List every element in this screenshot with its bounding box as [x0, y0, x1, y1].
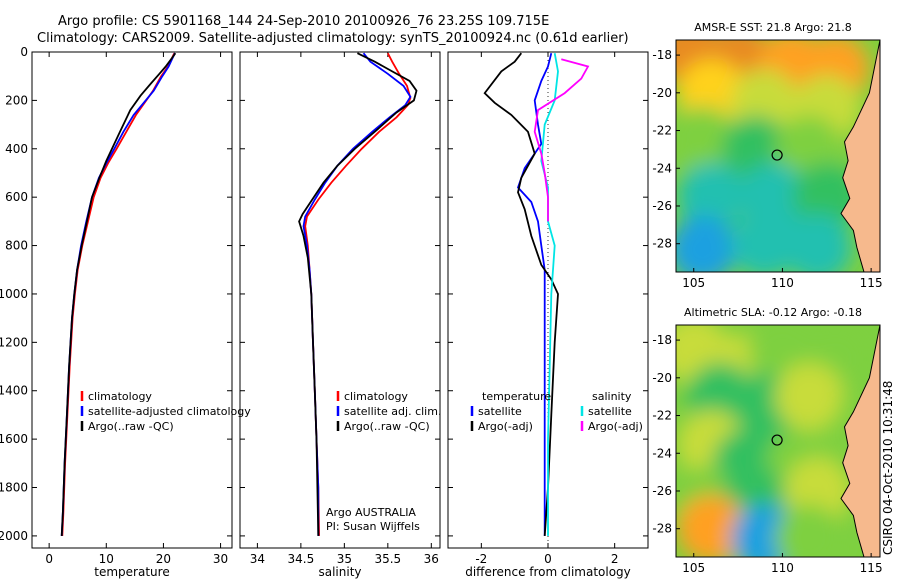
temperature-xtick-label: 30	[213, 552, 228, 566]
sla-map-xtick-label: 115	[860, 561, 883, 575]
difference-series-0	[516, 52, 553, 536]
sla-map-cell	[677, 494, 746, 557]
difference-xtick-label: 0	[544, 552, 552, 566]
sst-map-ytick-label: -20	[652, 86, 672, 100]
temperature-series-1	[60, 52, 176, 536]
salinity-legend-label: satellite adj. clim.	[344, 405, 441, 418]
depth-tick-label: 600	[5, 190, 28, 204]
sst-map-ytick-label: -26	[652, 199, 672, 213]
depth-tick-label: 200	[5, 93, 28, 107]
sla-map-ytick-label: -28	[652, 522, 672, 536]
difference-series-1	[483, 52, 559, 536]
sla-map-cell	[775, 504, 844, 557]
temperature-frame	[31, 51, 233, 549]
temperature-legend-label: climatology	[88, 390, 152, 403]
temperature-legend-label: Argo(..raw -QC)	[88, 420, 174, 433]
argo-float-marker	[771, 434, 783, 446]
sst-map-panel: AMSR-E SST: 21.8 Argo: 21.8 105 110 115 -18 -…	[652, 21, 883, 290]
salinity-xtick-label: 34.5	[288, 552, 315, 566]
sst-map-xtick-label: 110	[771, 276, 794, 290]
pi-annotation-line: Argo AUSTRALIA	[326, 506, 416, 519]
sst-map-xtick-label: 105	[682, 276, 705, 290]
difference-legend-label: Argo(-adj)	[588, 420, 643, 433]
sst-map-cells	[676, 40, 870, 272]
temperature-xtick-label: 20	[156, 552, 171, 566]
salinity-xtick-label: 36	[424, 552, 439, 566]
sst-map-cell	[676, 215, 737, 272]
sla-map-title: Altimetric SLA: -0.12 Argo: -0.18	[684, 306, 862, 319]
sla-map-ytick-label: -26	[652, 484, 672, 498]
sst-map-ytick-label: -24	[652, 161, 672, 175]
depth-tick-label: 800	[5, 239, 28, 253]
difference-legend-group-title: salinity	[592, 390, 632, 403]
depth-tick-label: 2000	[0, 529, 28, 543]
sla-map-cell	[775, 362, 844, 431]
sst-map-field	[676, 40, 880, 272]
difference-xtick-label: -2	[475, 552, 487, 566]
temperature-legend-label: satellite-adjusted climatology	[88, 405, 251, 418]
sla-map-ytick-label: -20	[652, 371, 672, 385]
sst-map-cell	[783, 213, 852, 272]
sst-map-cell	[730, 209, 799, 272]
salinity-legend-label: Argo(..raw -QC)	[344, 420, 430, 433]
sla-map-panel: Altimetric SLA: -0.12 Argo: -0.18 105 110 1…	[652, 306, 882, 575]
land-mass	[840, 40, 880, 272]
depth-tick-label: 400	[5, 142, 28, 156]
sst-map-ytick-label: -18	[652, 48, 672, 62]
temperature-xtick-label: 0	[45, 552, 53, 566]
depth-tick-label: 1200	[0, 335, 28, 349]
land-mass	[840, 325, 880, 557]
sst-map-frame	[675, 39, 881, 273]
figure-title-line-2: Climatology: CARS2009. Satellite-adjuste…	[37, 31, 629, 46]
difference-series-3	[533, 58, 590, 222]
sla-map-ytick-label: -24	[652, 446, 672, 460]
salinity-series-0	[304, 52, 412, 536]
difference-xtick-label: 2	[611, 552, 619, 566]
sst-map-xtick-label: 115	[860, 276, 883, 290]
depth-tick-label: 1400	[0, 384, 28, 398]
depth-tick-label: 1000	[0, 287, 28, 301]
sla-map-field	[676, 325, 880, 557]
salinity-xtick-label: 35	[337, 552, 352, 566]
sst-map-cell	[676, 105, 737, 174]
difference-legend-label: Argo(-adj)	[478, 420, 533, 433]
side-label: CSIRO 04-Oct-2010 10:31:48	[881, 381, 895, 555]
salinity-panel: 34 34.5 35 35.5 36 salinity climatology satelli…	[239, 51, 441, 579]
temperature-xlabel: temperature	[94, 565, 169, 579]
sst-map-title: AMSR-E SST: 21.8 Argo: 21.8	[694, 21, 852, 34]
sla-map-ytick-label: -18	[652, 333, 672, 347]
sla-map-xtick-label: 110	[771, 561, 794, 575]
salinity-xlabel: salinity	[318, 565, 361, 579]
sla-map-frame	[675, 324, 881, 558]
sst-map-cell	[677, 162, 746, 231]
salinity-legend-label: climatology	[344, 390, 408, 403]
salinity-series-1	[302, 52, 412, 536]
salinity-xtick-label: 35.5	[374, 552, 401, 566]
difference-legend-group-title: temperature	[482, 390, 551, 403]
salinity-xtick-label: 34	[250, 552, 265, 566]
sla-map-cells	[676, 325, 870, 557]
salinity-frame	[239, 51, 441, 549]
depth-tick-label: 1600	[0, 432, 28, 446]
depth-tick-label: 0	[20, 45, 28, 59]
argo-float-marker	[771, 149, 783, 161]
difference-legend-label: satellite	[588, 405, 632, 418]
temperature-xtick-label: 10	[99, 552, 114, 566]
sst-map-ytick-label: -22	[652, 124, 672, 138]
difference-legend-label: satellite	[478, 405, 522, 418]
sst-map-ytick-label: -28	[652, 237, 672, 251]
figure-title-line-1: Argo profile: CS 5901168_144 24-Sep-2010…	[58, 14, 549, 29]
temperature-series-2	[60, 52, 177, 536]
depth-tick-label: 1800	[0, 481, 28, 495]
difference-xlabel: difference from climatology	[465, 565, 631, 579]
salinity-series-2	[298, 52, 418, 536]
sla-map-ytick-label: -22	[652, 409, 672, 423]
sla-map-xtick-label: 105	[682, 561, 705, 575]
temperature-series-0	[61, 52, 176, 536]
pi-annotation-line: PI: Susan Wijffels	[326, 520, 420, 533]
temperature-panel: 0 10 20 30 0 200 400 600 800 1000 1200 1400 1600 1800…	[0, 45, 251, 579]
